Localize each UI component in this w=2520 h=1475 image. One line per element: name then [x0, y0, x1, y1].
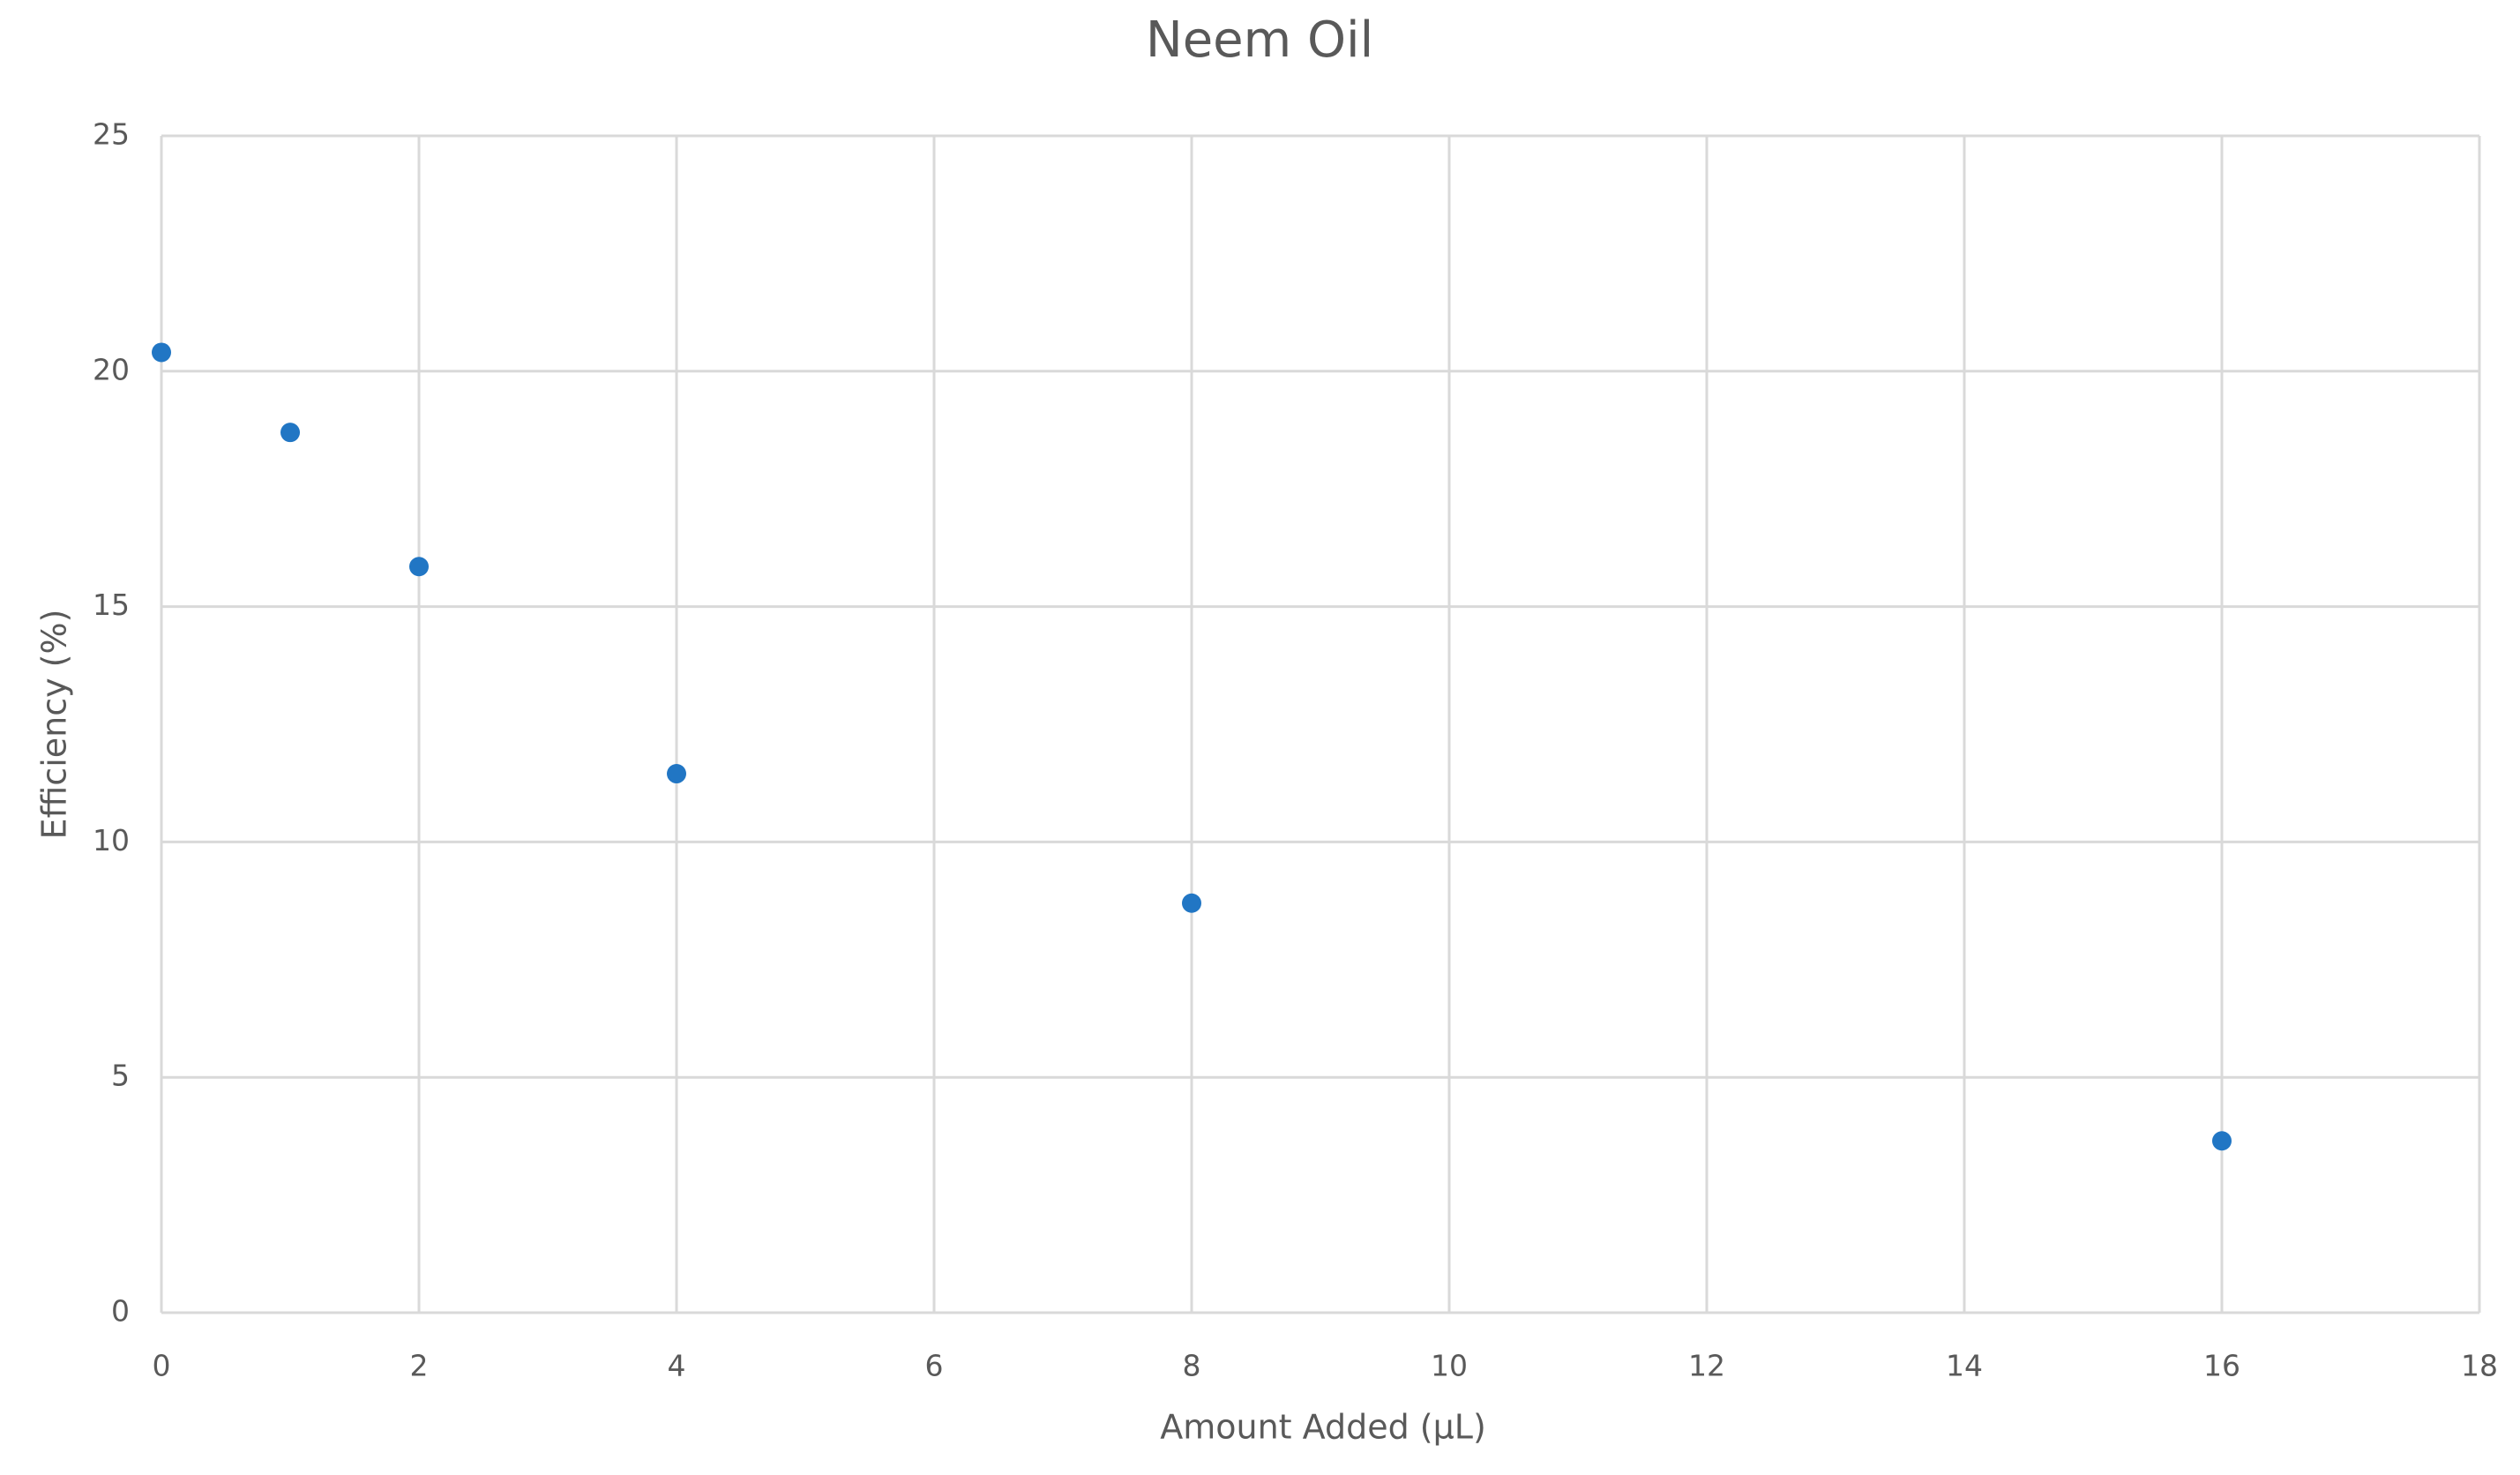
x-tick-label: 0 [153, 1349, 171, 1383]
data-point [152, 342, 171, 363]
chart-title: Neem Oil [1146, 11, 1373, 69]
x-tick-label: 2 [410, 1349, 429, 1383]
x-tick-label: 6 [925, 1349, 944, 1383]
data-point [667, 764, 686, 784]
x-axis-label: Amount Added (µL) [1160, 1408, 1486, 1447]
x-tick-label: 8 [1183, 1349, 1201, 1383]
y-tick-label: 15 [93, 588, 130, 622]
y-tick-label: 25 [93, 117, 130, 152]
data-point [409, 557, 429, 577]
y-tick-label: 10 [93, 823, 130, 857]
y-axis-label: Efficiency (%) [35, 610, 74, 840]
x-tick-label: 16 [2203, 1349, 2240, 1383]
data-point [1182, 893, 1201, 913]
x-tick-label: 4 [668, 1349, 686, 1383]
y-tick-label: 5 [111, 1059, 130, 1093]
data-point [2212, 1131, 2232, 1151]
x-tick-label: 12 [1688, 1349, 1725, 1383]
x-tick-label: 18 [2461, 1349, 2498, 1383]
y-tick-label: 0 [111, 1294, 130, 1329]
y-tick-label: 20 [93, 352, 130, 386]
x-tick-label: 14 [1946, 1349, 1983, 1383]
data-point [280, 423, 300, 443]
x-tick-label: 10 [1431, 1349, 1468, 1383]
